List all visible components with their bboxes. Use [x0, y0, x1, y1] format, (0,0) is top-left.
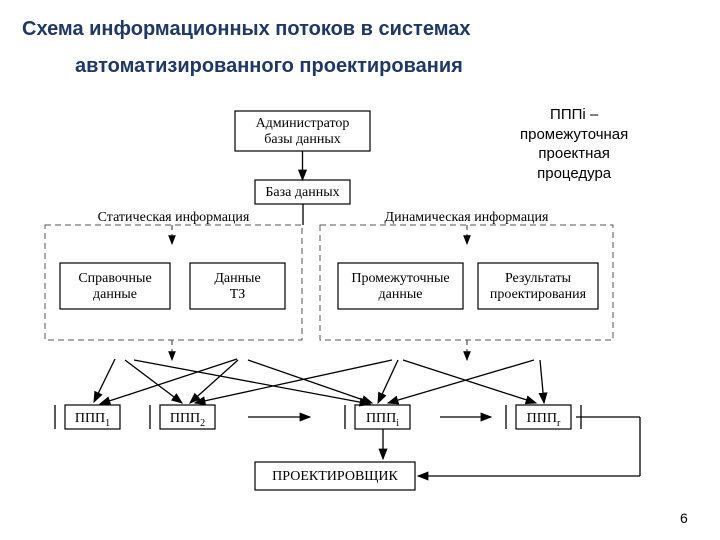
svg-text:Администратор: Администратор: [256, 116, 350, 131]
node-ppp1: ППП1: [65, 405, 120, 429]
edge: [100, 359, 237, 404]
node-inter: Промежуточныеданные: [338, 263, 463, 309]
svg-text:данные: данные: [93, 287, 137, 302]
node-admin: Администраторбазы данных: [235, 111, 370, 151]
edge: [195, 360, 392, 403]
node-ref: Справочныеданные: [60, 263, 170, 309]
node-tz: ДанныеТЗ: [190, 263, 285, 309]
edge: [378, 360, 398, 403]
node-ppp2: ППП2: [160, 405, 215, 429]
svg-text:проектирования: проектирования: [490, 287, 587, 302]
edge: [388, 360, 534, 403]
svg-text:Промежуточные: Промежуточные: [351, 271, 449, 286]
edge: [248, 360, 372, 403]
svg-text:ТЗ: ТЗ: [230, 287, 246, 302]
edge: [125, 360, 182, 403]
node-pppn: ПППr: [516, 405, 571, 429]
svg-text:База данных: База данных: [265, 185, 339, 200]
svg-text:данные: данные: [379, 287, 423, 302]
svg-text:базы данных: базы данных: [264, 132, 341, 147]
label-dynamic_grp: Динамическая информация: [385, 210, 549, 225]
label-static_grp: Статическая информация: [98, 210, 250, 225]
node-designer: ПРОЕКТИРОВЩИК: [255, 462, 415, 490]
svg-text:ПРОЕКТИРОВЩИК: ПРОЕКТИРОВЩИК: [272, 469, 398, 484]
edge: [94, 359, 115, 402]
svg-text:Данные: Данные: [214, 271, 260, 286]
node-db: База данных: [255, 180, 350, 204]
edge: [403, 360, 536, 403]
node-pppi: ПППi: [355, 405, 410, 429]
node-result: Результатыпроектирования: [478, 263, 598, 309]
svg-text:Результаты: Результаты: [505, 271, 572, 286]
edge: [134, 360, 370, 404]
edge: [540, 360, 544, 403]
diagram-canvas: Администраторбазы данных База данных Стати…: [0, 0, 720, 540]
svg-text:Справочные: Справочные: [78, 271, 151, 286]
